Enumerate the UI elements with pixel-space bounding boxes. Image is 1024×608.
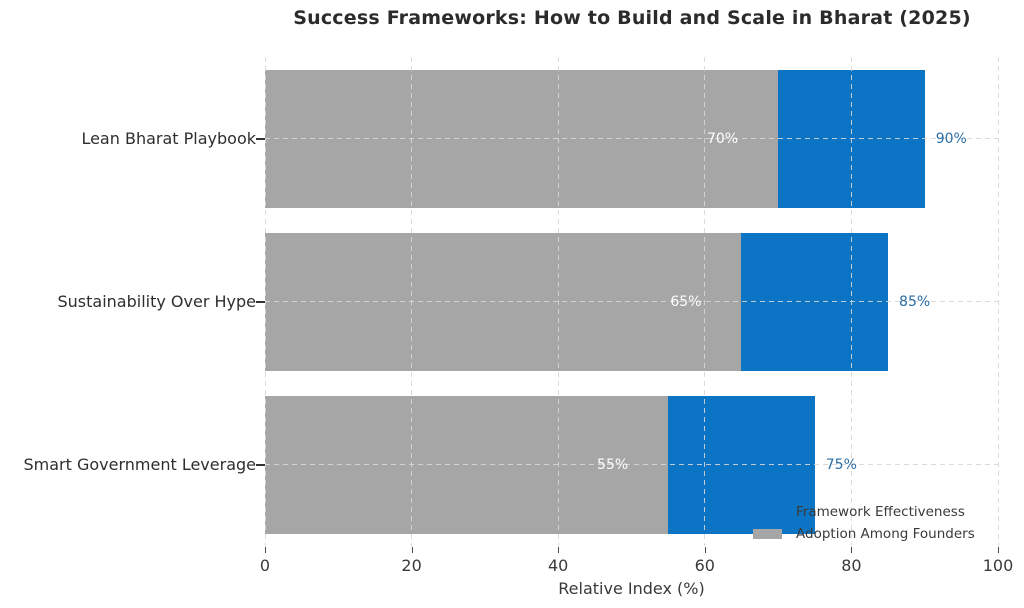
legend: Framework Effectiveness Adoption Among F… bbox=[753, 501, 975, 545]
value-label-adoption: 65% bbox=[670, 293, 702, 310]
x-tick-label: 80 bbox=[841, 556, 862, 575]
x-tick-label: 20 bbox=[401, 556, 422, 575]
chart-title: Success Frameworks: How to Build and Sca… bbox=[293, 7, 971, 29]
gridline-horizontal bbox=[265, 138, 998, 139]
x-tick-mark bbox=[851, 547, 853, 553]
x-tick-mark bbox=[265, 547, 266, 553]
legend-item-adoption-among-founders: Adoption Among Founders bbox=[753, 523, 975, 545]
y-tick-mark bbox=[256, 300, 265, 303]
x-tick-mark bbox=[411, 547, 413, 553]
legend-swatch-framework-effectiveness bbox=[753, 507, 782, 517]
x-tick-mark bbox=[558, 547, 560, 553]
y-tick-label: Smart Government Leverage bbox=[23, 454, 256, 474]
value-label-effectiveness: 85% bbox=[899, 293, 931, 310]
gridline-vertical bbox=[997, 57, 999, 546]
value-label-adoption: 70% bbox=[706, 130, 739, 147]
value-label-effectiveness: 90% bbox=[935, 130, 967, 147]
value-label-adoption: 55% bbox=[597, 456, 629, 473]
value-label-effectiveness: 75% bbox=[825, 456, 857, 473]
legend-swatch-adoption-among-founders bbox=[753, 529, 782, 539]
x-axis-label: Relative Index (%) bbox=[558, 579, 705, 598]
x-tick-label: 60 bbox=[694, 556, 715, 575]
x-tick-label: 40 bbox=[548, 556, 569, 575]
x-tick-label: 0 bbox=[259, 556, 271, 575]
y-tick-mark bbox=[256, 463, 265, 466]
plot-area: 70% 90% 65% 85% 55% 75% bbox=[264, 57, 999, 546]
gridline-horizontal bbox=[265, 301, 998, 302]
y-tick-label: Lean Bharat Playbook bbox=[81, 128, 256, 148]
y-tick-label: Sustainability Over Hype bbox=[57, 291, 257, 311]
legend-item-framework-effectiveness: Framework Effectiveness bbox=[753, 501, 975, 523]
x-tick-mark bbox=[998, 547, 999, 553]
gridline-horizontal bbox=[265, 464, 998, 465]
legend-label-framework-effectiveness: Framework Effectiveness bbox=[796, 504, 965, 520]
y-tick-mark bbox=[256, 137, 265, 140]
x-tick-label: 100 bbox=[982, 556, 1014, 575]
x-tick-mark bbox=[704, 547, 706, 553]
legend-label-adoption-among-founders: Adoption Among Founders bbox=[796, 526, 975, 542]
